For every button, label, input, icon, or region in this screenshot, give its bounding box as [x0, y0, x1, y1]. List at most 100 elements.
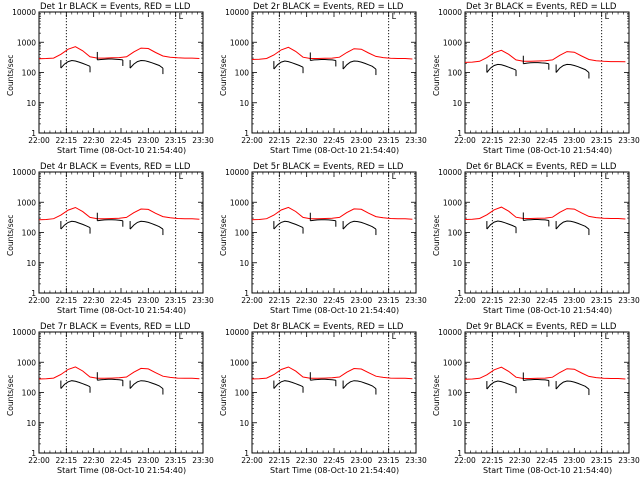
series-lld-line [251, 46, 413, 60]
x-tick-label: 22:15 [482, 296, 504, 305]
y-tick-label: 10000 [438, 328, 462, 337]
y-tick-label: 10000 [438, 8, 462, 17]
series-lld-line [38, 366, 200, 380]
y-tick-label: 1000 [443, 358, 462, 367]
panel-title: Det 5r BLACK = Events, RED = LLD [253, 162, 404, 172]
y-tick-label: 100 [22, 389, 37, 398]
x-tick-label: 23:00 [351, 456, 373, 465]
y-tick-label: 100 [448, 389, 463, 398]
detector-panel: L 1 10 100 1000 10000 22:00 22:15 22:30 22:45 23:0… [426, 320, 640, 480]
marker-label: L [179, 172, 184, 181]
plot-svg: L 1 10 100 1000 10000 22:00 22:15 22:30 22:45 23:0… [12, 8, 214, 145]
marker-label: L [392, 12, 397, 21]
x-tick-label: 22:15 [269, 296, 291, 305]
y-tick-label: 10 [239, 259, 249, 268]
x-tick-label: 23:15 [591, 296, 613, 305]
y-axis-label: Counts/sec [432, 374, 441, 416]
y-axis-label: Counts/sec [219, 374, 228, 416]
x-tick-label: 23:00 [138, 456, 160, 465]
x-tick-label: 22:30 [296, 296, 318, 305]
series-events-segment [342, 60, 377, 70]
y-tick-label: 1 [31, 129, 36, 138]
series-events-segment [97, 219, 123, 222]
y-axis-label: Counts/sec [6, 374, 15, 416]
series-events-segment [342, 220, 377, 230]
x-axis-label: Start Time (08-Oct-10 21:54:40) [270, 306, 400, 315]
y-tick-label: 10000 [225, 168, 249, 177]
x-tick-label: 23:30 [192, 456, 214, 465]
series-events-segment [523, 62, 549, 65]
y-tick-label: 10000 [12, 8, 36, 17]
marker-label: L [605, 332, 610, 341]
y-tick-label: 1000 [230, 358, 249, 367]
plot-svg: L 1 10 100 1000 10000 22:00 22:15 22:30 22:45 23:0… [225, 168, 427, 305]
x-tick-label: 22:15 [56, 136, 78, 145]
x-tick-label: 23:00 [564, 456, 586, 465]
series-events-segment [60, 59, 91, 69]
panel-title: Det 3r BLACK = Events, RED = LLD [466, 2, 617, 12]
x-tick-label: 22:30 [509, 456, 531, 465]
y-axis-label: Counts/sec [432, 214, 441, 256]
plot-frame [251, 11, 417, 134]
x-tick-label: 22:45 [110, 456, 132, 465]
series-events-segment [486, 220, 517, 230]
y-tick-label: 1000 [17, 38, 36, 47]
series-events-segment [129, 59, 164, 69]
y-tick-label: 1 [244, 289, 249, 298]
panel-title: Det 1r BLACK = Events, RED = LLD [40, 2, 191, 12]
x-tick-label: 23:15 [378, 296, 400, 305]
x-tick-label: 23:30 [618, 456, 640, 465]
y-tick-label: 10000 [12, 168, 36, 177]
x-tick-label: 22:45 [323, 136, 345, 145]
x-tick-label: 22:45 [536, 456, 558, 465]
y-tick-label: 1 [31, 289, 36, 298]
x-tick-label: 23:00 [564, 296, 586, 305]
series-events-segment [129, 380, 164, 389]
y-tick-label: 100 [22, 229, 37, 238]
x-tick-label: 22:15 [269, 456, 291, 465]
series-events-segment [523, 379, 549, 381]
series-lld-line [464, 366, 626, 380]
x-tick-label: 22:15 [269, 136, 291, 145]
marker-label: L [179, 12, 184, 21]
x-tick-label: 22:30 [83, 136, 105, 145]
x-tick-label: 23:00 [351, 296, 373, 305]
marker-label: L [392, 172, 397, 181]
plot-frame [38, 11, 204, 134]
series-lld-line [38, 46, 200, 60]
detector-panel: L 1 10 100 1000 10000 22:00 22:15 22:30 22:45 23:0… [213, 320, 427, 480]
y-tick-label: 1 [457, 129, 462, 138]
series-lld-line [251, 206, 413, 221]
y-tick-label: 1000 [443, 38, 462, 47]
series-events-segment [310, 219, 336, 222]
plot-frame [251, 331, 417, 454]
x-tick-label: 22:00 [454, 456, 476, 465]
x-tick-label: 22:00 [241, 296, 263, 305]
x-tick-label: 22:30 [509, 136, 531, 145]
y-tick-label: 10 [452, 99, 462, 108]
y-tick-label: 10000 [225, 8, 249, 17]
series-events-segment [60, 220, 91, 230]
detector-panel: L 1 10 100 1000 10000 22:00 22:15 22:30 22:45 23:0… [213, 160, 427, 320]
x-tick-label: 23:30 [192, 296, 214, 305]
x-axis-label: Start Time (08-Oct-10 21:54:40) [57, 306, 187, 315]
x-tick-label: 23:15 [591, 136, 613, 145]
plot-frame [464, 331, 630, 454]
x-tick-label: 22:30 [83, 456, 105, 465]
series-events-segment [486, 380, 517, 390]
x-tick-label: 22:00 [454, 136, 476, 145]
series-lld-line [38, 206, 200, 221]
y-tick-label: 1000 [17, 198, 36, 207]
series-events-segment [97, 58, 123, 61]
y-tick-label: 1 [457, 289, 462, 298]
x-tick-label: 23:30 [618, 296, 640, 305]
y-axis-label: Counts/sec [219, 54, 228, 96]
plot-svg: L 1 10 100 1000 10000 22:00 22:15 22:30 22:45 23:0… [12, 168, 214, 305]
plot-frame [251, 171, 417, 294]
detector-panel: L 1 10 100 1000 10000 22:00 22:15 22:30 22:45 23:0… [426, 0, 640, 160]
panel-title: Det 8r BLACK = Events, RED = LLD [253, 322, 404, 332]
x-tick-label: 23:15 [165, 296, 187, 305]
x-tick-label: 23:30 [192, 136, 214, 145]
x-tick-label: 22:30 [296, 136, 318, 145]
y-tick-label: 1 [244, 129, 249, 138]
